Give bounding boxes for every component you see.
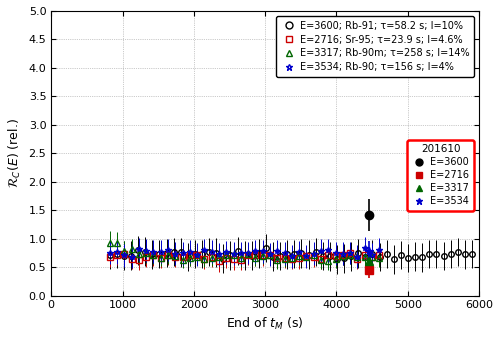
Legend: E=3600, E=2716, E=3317, E=3534: E=3600, E=2716, E=3317, E=3534 — [407, 140, 474, 211]
X-axis label: End of $t_M$ (s): End of $t_M$ (s) — [226, 316, 304, 332]
Y-axis label: $\mathcal{R}_C(E)$ (rel.): $\mathcal{R}_C(E)$ (rel.) — [7, 118, 23, 188]
